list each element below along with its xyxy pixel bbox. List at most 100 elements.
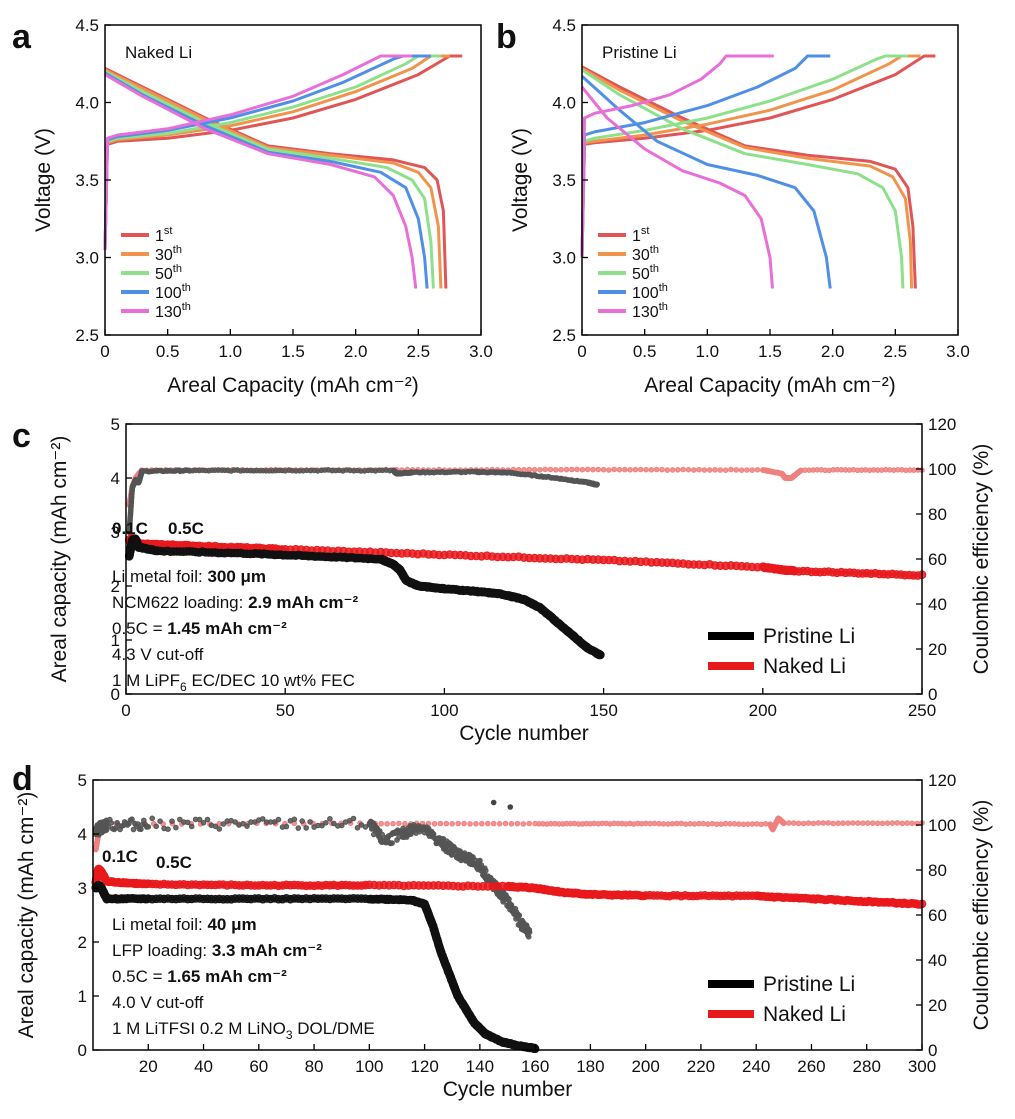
x-tick-label: 2.5 <box>407 342 431 361</box>
ce-point-naked <box>899 820 906 827</box>
x-tick-label: 220 <box>687 1057 715 1076</box>
series-line-130th-charge <box>103 54 413 250</box>
ce-point-pristine <box>200 820 207 826</box>
ce-point-naked <box>542 466 549 473</box>
info-line-0: Li metal foil: 300 μm <box>112 567 266 586</box>
ce-point-naked <box>738 467 745 474</box>
x-tick-label: 100 <box>430 701 458 720</box>
ce-point-pristine <box>184 819 191 826</box>
info-line-2: 0.5C = 1.45 mAh cm⁻² <box>112 619 287 638</box>
ce-point-pristine <box>244 823 250 829</box>
ce-point-naked <box>547 466 554 473</box>
ce-point-naked <box>864 820 871 826</box>
ce-point-pristine <box>350 815 357 822</box>
x-tick-label: 260 <box>797 1057 825 1076</box>
ce-point-naked <box>508 821 515 827</box>
ce-point-naked <box>648 467 655 473</box>
ce-point-naked <box>606 467 612 473</box>
ce-point-naked <box>728 466 734 473</box>
ce-point-pristine <box>275 816 282 823</box>
ce-point-naked <box>815 820 822 826</box>
ce-point-pristine <box>525 934 532 940</box>
y2-tick-label: 40 <box>928 595 947 614</box>
panel-label-b: b <box>496 18 517 56</box>
ce-point-pristine <box>108 820 115 826</box>
panel-label-a: a <box>12 18 32 56</box>
ce-point-naked <box>736 821 742 827</box>
y2-tick-label: 0 <box>928 1041 937 1060</box>
ce-point-pristine <box>138 826 144 833</box>
ce-point-naked <box>855 820 861 826</box>
ce-point-naked <box>622 466 628 473</box>
y-tick-label: 1 <box>78 987 87 1006</box>
ce-point-naked <box>850 820 856 826</box>
ce-point-pristine <box>259 816 266 822</box>
ce-point-pristine <box>291 816 298 823</box>
x-tick-label: 3.0 <box>469 342 493 361</box>
ce-point-naked <box>443 820 450 827</box>
ce-point-naked <box>733 467 740 473</box>
x-tick-label: 0 <box>100 342 109 361</box>
legend-label-130: 130th <box>155 301 191 321</box>
x-tick-label: 2.0 <box>821 342 845 361</box>
y2-axis-label: Coulombic efficiency (%) <box>970 444 993 675</box>
y-tick-label: 2.5 <box>75 326 99 345</box>
ce-point-naked <box>795 820 802 827</box>
series-line-50th-discharge <box>581 68 905 289</box>
ce-point-naked <box>786 820 792 826</box>
ce-point-naked <box>569 466 575 473</box>
ce-point-naked <box>660 821 667 827</box>
ce-point-naked <box>805 820 812 826</box>
x-axis-label: Cycle number <box>459 722 589 745</box>
ce-point-naked <box>653 466 660 473</box>
ce-point-naked <box>431 821 438 827</box>
panel-label-c: c <box>12 417 31 455</box>
series-line-50th-charge <box>580 54 908 258</box>
y2-tick-label: 0 <box>928 685 937 704</box>
legend-label-1: 1st <box>155 225 172 245</box>
ce-point-naked <box>745 821 751 828</box>
ce-point-pristine <box>323 820 329 826</box>
info-line-2: 0.5C = 1.65 mAh cm⁻² <box>112 967 287 986</box>
ce-point-naked <box>664 467 671 473</box>
ce-point-naked <box>563 466 570 473</box>
ce-point-naked <box>627 467 633 473</box>
series-line-100th-charge <box>580 54 831 258</box>
legend-label-130: 130th <box>632 301 668 321</box>
series-line-100th-discharge <box>104 71 429 289</box>
ce-point-naked <box>502 820 509 827</box>
ce-point-pristine <box>188 823 195 830</box>
ce-point-naked <box>696 466 702 473</box>
ce-point-naked <box>705 821 711 827</box>
ce-point-naked <box>884 820 891 827</box>
ce-point-naked <box>700 820 707 827</box>
legend-label-1: 1st <box>632 225 649 245</box>
x-tick-label: 0 <box>577 342 586 361</box>
ce-point-naked <box>810 820 817 827</box>
ce-point-pristine <box>299 818 306 824</box>
x-tick-label: 40 <box>194 1057 213 1076</box>
ce-point-pristine-outlier <box>507 804 514 810</box>
series-line-50th-discharge <box>104 70 435 289</box>
ce-point-naked <box>762 821 769 827</box>
series-line-30th-discharge <box>581 67 914 289</box>
ce-point-naked <box>616 466 623 473</box>
ce-point-pristine <box>135 821 141 827</box>
ce-point-naked <box>473 821 479 827</box>
ce-point-naked <box>514 820 521 827</box>
ce-point-naked <box>574 466 580 473</box>
panel-label-d: d <box>12 760 33 798</box>
x-tick-label: 180 <box>576 1057 604 1076</box>
ce-point-pristine <box>196 816 203 823</box>
ce-point-naked <box>753 821 760 827</box>
series-line-130th-discharge <box>104 73 418 289</box>
y-axis-label: Areal capacity (mAh cm⁻²) <box>15 792 38 1039</box>
ce-point-naked <box>889 820 896 826</box>
ce-point-naked <box>790 820 797 826</box>
ce-point-naked <box>820 820 827 826</box>
ce-point-pristine <box>165 826 171 833</box>
ce-point-naked <box>869 820 876 827</box>
legend-label-50: 50th <box>632 263 659 283</box>
x-axis-label: Areal Capacity (mAh cm⁻²) <box>167 374 418 397</box>
y-tick-label: 4.5 <box>552 16 576 35</box>
